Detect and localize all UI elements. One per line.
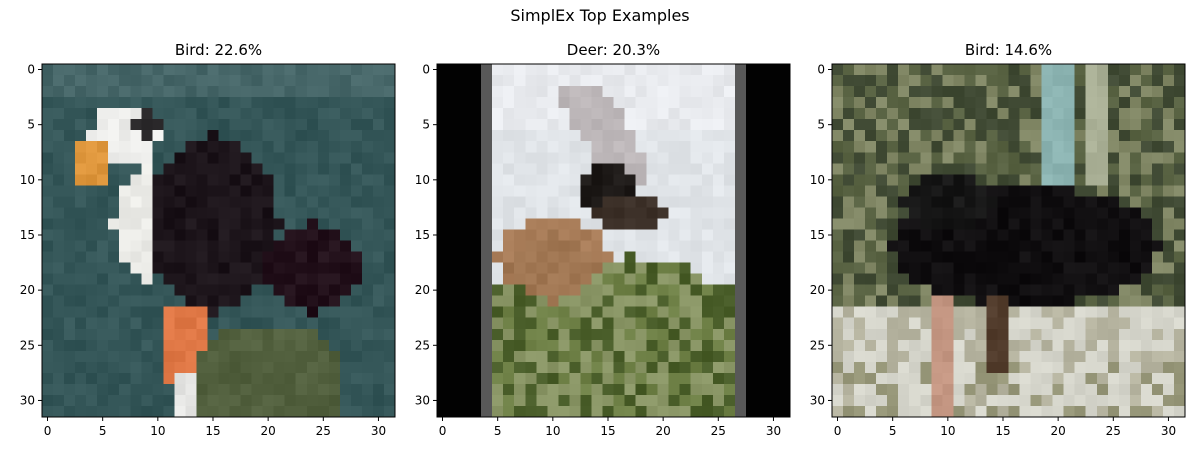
y-tick-label: 5 — [27, 118, 35, 132]
x-tick-label: 15 — [600, 424, 615, 438]
image-panel-2: Deer: 20.3% 0 5 10 15 20 25 30 0 5 10 15 20 25 30 — [415, 41, 791, 438]
x-tick-label: 20 — [261, 424, 276, 438]
axes-frame — [436, 63, 791, 418]
y-tick-label: 10 — [810, 173, 825, 187]
x-tick-label: 0 — [834, 424, 842, 438]
x-tick-label: 5 — [99, 424, 107, 438]
x-tick-label: 0 — [44, 424, 52, 438]
x-tick-label: 30 — [766, 424, 781, 438]
x-tick-label: 5 — [889, 424, 897, 438]
x-tick-label: 30 — [1161, 424, 1176, 438]
y-tick-label: 0 — [27, 63, 35, 77]
y-tick-label: 25 — [20, 338, 35, 352]
image-panel-1: Bird: 22.6% 0 5 10 15 20 25 30 0 5 10 15 20 25 30 — [20, 41, 396, 438]
y-tick-label: 20 — [810, 283, 825, 297]
x-tick-label: 30 — [371, 424, 386, 438]
y-tick-label: 25 — [415, 338, 430, 352]
y-tick-label: 5 — [422, 118, 430, 132]
figure-title: SimplEx Top Examples — [510, 6, 690, 25]
x-tick-label: 0 — [439, 424, 447, 438]
image-pixels — [42, 64, 396, 418]
image-pixels — [832, 64, 1186, 418]
panel-title: Deer: 20.3% — [567, 41, 660, 59]
x-tick-label: 15 — [995, 424, 1010, 438]
y-tick-label: 20 — [20, 283, 35, 297]
x-tick-label: 10 — [940, 424, 955, 438]
y-tick-label: 15 — [810, 228, 825, 242]
y-tick-label: 25 — [810, 338, 825, 352]
axes-frame — [831, 63, 1186, 418]
y-tick-label: 0 — [422, 63, 430, 77]
image-panel-3: Bird: 14.6% 0 5 10 15 20 25 30 0 5 10 15 20 25 30 — [810, 41, 1186, 438]
y-tick-label: 15 — [415, 228, 430, 242]
x-tick-label: 20 — [1051, 424, 1066, 438]
x-tick-label: 10 — [150, 424, 165, 438]
x-tick-label: 5 — [494, 424, 502, 438]
x-tick-label: 25 — [1106, 424, 1121, 438]
panel-title: Bird: 22.6% — [175, 41, 262, 59]
y-tick-label: 10 — [415, 173, 430, 187]
x-tick-label: 15 — [205, 424, 220, 438]
image-pixels — [437, 64, 791, 418]
y-tick-label: 15 — [20, 228, 35, 242]
x-tick-label: 25 — [316, 424, 331, 438]
y-tick-label: 30 — [415, 393, 430, 407]
y-tick-label: 5 — [817, 118, 825, 132]
y-tick-label: 0 — [817, 63, 825, 77]
y-tick-label: 10 — [20, 173, 35, 187]
y-tick-label: 30 — [810, 393, 825, 407]
y-tick-label: 30 — [20, 393, 35, 407]
x-tick-label: 25 — [711, 424, 726, 438]
x-tick-label: 10 — [545, 424, 560, 438]
panel-title: Bird: 14.6% — [965, 41, 1052, 59]
x-tick-label: 20 — [656, 424, 671, 438]
y-tick-label: 20 — [415, 283, 430, 297]
axes-frame — [41, 63, 396, 418]
